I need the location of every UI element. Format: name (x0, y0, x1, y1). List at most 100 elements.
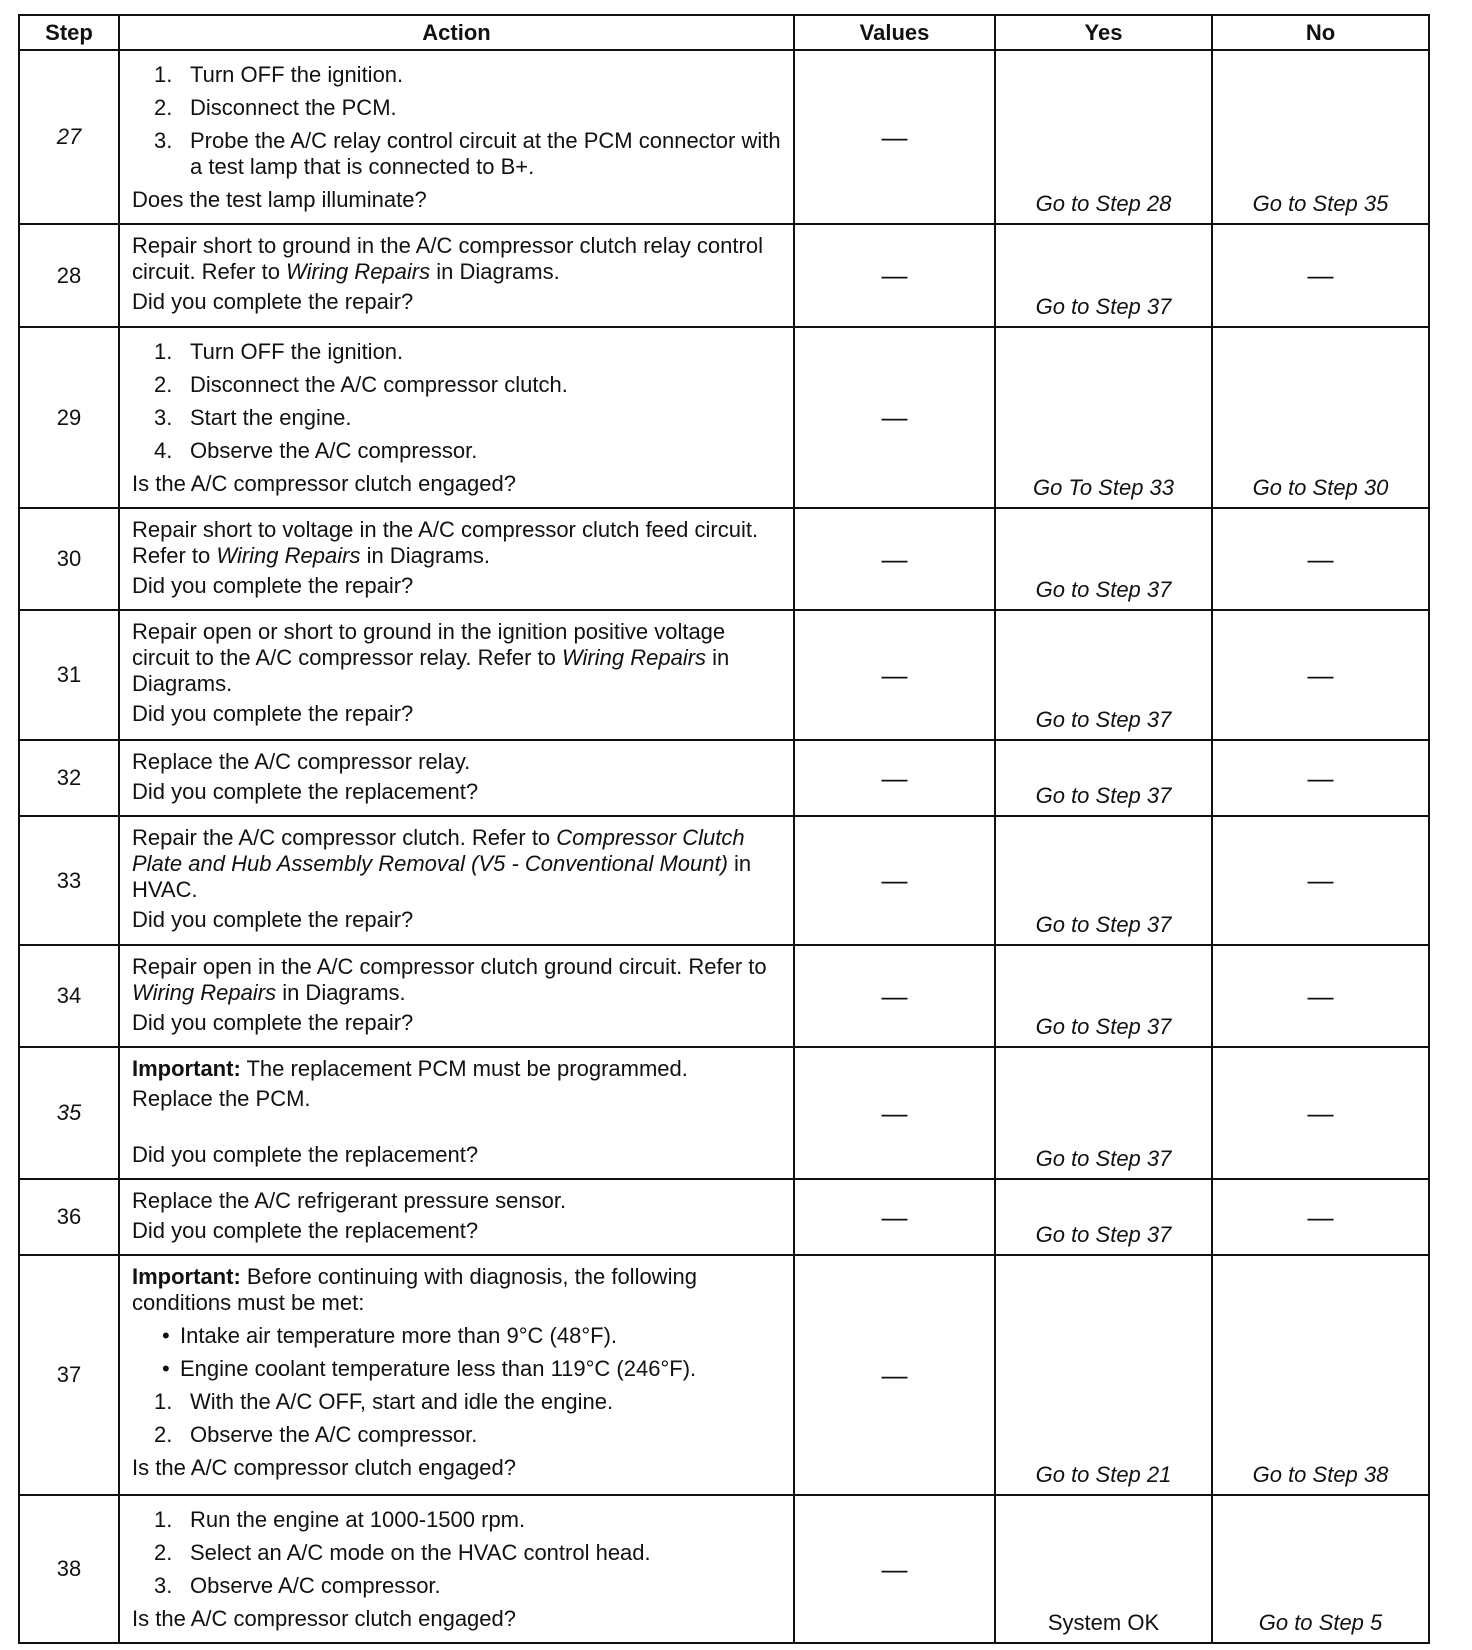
table-row: 34 Repair open in the A/C compressor clut… (18, 944, 1430, 1048)
text: Observe the A/C compressor. (190, 438, 478, 463)
text: Disconnect the PCM. (190, 95, 397, 120)
values-cell: — (793, 1494, 996, 1644)
numbered-item: 1. Run the engine at 1000-1500 rpm. (132, 1507, 783, 1533)
action-paragraph: Did you complete the repair? (132, 701, 783, 727)
text: Turn OFF the ignition. (190, 339, 404, 364)
text: in Diagrams. (430, 259, 560, 284)
yes-result: Go to Step 28 (994, 49, 1213, 225)
action-cell: Repair open in the A/C compressor clutch… (118, 944, 795, 1048)
text: in HVAC. (132, 851, 752, 902)
table-row: 32 Replace the A/C compressor relay. Did y… (18, 739, 1430, 817)
text: Is the A/C compressor clutch engaged? (132, 1606, 516, 1631)
text: Did you complete the repair? (132, 701, 414, 726)
yes-result: Go to Step 37 (994, 1046, 1213, 1180)
text: Engine coolant temperature less than 119… (180, 1356, 697, 1381)
step-number: 31 (18, 609, 120, 741)
values-cell: — (793, 1254, 996, 1496)
action-paragraph: Repair short to ground in the A/C compre… (132, 233, 783, 285)
action-paragraph: Important: The replacement PCM must be p… (132, 1056, 783, 1082)
item-number: 1. (154, 1389, 173, 1414)
text: Is the A/C compressor clutch engaged? (132, 1455, 516, 1480)
text: Replace the A/C refrigerant pressure sen… (132, 1188, 567, 1213)
reference-text: Wiring Repairs (561, 645, 707, 670)
action-cell: Repair short to ground in the A/C compre… (118, 223, 795, 328)
text: Repair short to voltage in the A/C compr… (132, 517, 759, 568)
numbered-item: 1. Turn OFF the ignition. (132, 339, 783, 365)
text: Intake air temperature more than 9°C (48… (180, 1323, 618, 1348)
yes-result: Go to Step 37 (994, 507, 1213, 611)
numbered-item: 3. Start the engine. (132, 405, 783, 431)
item-number: 4. (154, 438, 173, 463)
text: Did you complete the repair? (132, 907, 414, 932)
bullet-item: • Intake air temperature more than 9°C (4… (132, 1323, 783, 1349)
yes-result: Go to Step 37 (994, 609, 1213, 741)
numbered-item: 2. Observe the A/C compressor. (132, 1422, 783, 1448)
text: The replacement PCM must be programmed. (240, 1056, 688, 1081)
numbered-item: 1. With the A/C OFF, start and idle the e… (132, 1389, 783, 1415)
header-step: Step (18, 14, 120, 51)
no-result: — (1211, 507, 1430, 611)
yes-result: Go to Step 37 (994, 739, 1213, 817)
no-result: — (1211, 1178, 1430, 1256)
action-paragraph: Is the A/C compressor clutch engaged? (132, 471, 783, 497)
table-row: 35 Important: The replacement PCM must be… (18, 1046, 1430, 1180)
text: Did you complete the repair? (132, 1010, 414, 1035)
step-number: 28 (18, 223, 120, 328)
yes-result: Go to Step 37 (994, 1178, 1213, 1256)
action-paragraph: Did you complete the replacement? (132, 779, 783, 805)
table-row: 31 Repair open or short to ground in the … (18, 609, 1430, 741)
action-cell: Repair the A/C compressor clutch. Refer … (118, 815, 795, 946)
action-cell: Repair open or short to ground in the ig… (118, 609, 795, 741)
action-cell: Important: Before continuing with diagno… (118, 1254, 795, 1496)
numbered-item: 2. Disconnect the A/C compressor clutch. (132, 372, 783, 398)
no-result: — (1211, 1046, 1430, 1180)
text: Observe A/C compressor. (190, 1573, 441, 1598)
text: Observe the A/C compressor. (190, 1422, 478, 1447)
no-result: Go to Step 30 (1211, 326, 1430, 509)
action-cell: Repair short to voltage in the A/C compr… (118, 507, 795, 611)
item-number: 2. (154, 372, 173, 397)
text: Did you complete the repair? (132, 573, 414, 598)
table-row: 38 1. Run the engine at 1000-1500 rpm. 2. Se… (18, 1494, 1430, 1644)
header-values: Values (793, 14, 996, 51)
action-paragraph: Is the A/C compressor clutch engaged? (132, 1606, 783, 1632)
action-paragraph: Did you complete the repair? (132, 573, 783, 599)
no-result: — (1211, 739, 1430, 817)
item-number: 1. (154, 1507, 173, 1532)
table-row: 27 1. Turn OFF the ignition. 2. Disconnect t… (18, 49, 1430, 225)
table-row: 33 Repair the A/C compressor clutch. Refe… (18, 815, 1430, 946)
action-paragraph: Replace the A/C compressor relay. (132, 749, 783, 775)
text: With the A/C OFF, start and idle the eng… (190, 1389, 614, 1414)
action-paragraph: Repair open in the A/C compressor clutch… (132, 954, 783, 1006)
values-cell: — (793, 326, 996, 509)
item-number: 1. (154, 339, 173, 364)
text: Select an A/C mode on the HVAC control h… (190, 1540, 651, 1565)
text: in Diagrams. (276, 980, 406, 1005)
text: Repair short to ground in the A/C compre… (132, 233, 763, 284)
action-paragraph: Repair the A/C compressor clutch. Refer … (132, 825, 783, 903)
text: Did you complete the replacement? (132, 779, 479, 804)
values-cell: — (793, 944, 996, 1048)
step-number: 36 (18, 1178, 120, 1256)
no-result: — (1211, 944, 1430, 1048)
numbered-item: 1. Turn OFF the ignition. (132, 62, 783, 88)
step-number: 37 (18, 1254, 120, 1496)
action-paragraph: Is the A/C compressor clutch engaged? (132, 1455, 783, 1481)
item-number: 3. (154, 1573, 173, 1598)
header-no: No (1211, 14, 1430, 51)
item-number: 2. (154, 1422, 173, 1447)
step-number: 29 (18, 326, 120, 509)
values-cell: — (793, 507, 996, 611)
reference-text: Wiring Repairs (216, 543, 361, 568)
text: Does the test lamp illuminate? (132, 187, 427, 212)
action-paragraph: Does the test lamp illuminate? (132, 187, 783, 213)
text: in Diagrams. (132, 645, 730, 696)
bullet-item: • Engine coolant temperature less than 11… (132, 1356, 783, 1382)
bold-text: Important: (132, 1056, 241, 1081)
table-row: 30 Repair short to voltage in the A/C com… (18, 507, 1430, 611)
action-paragraph: Repair open or short to ground in the ig… (132, 619, 783, 697)
no-result: Go to Step 5 (1211, 1494, 1430, 1644)
values-cell: — (793, 609, 996, 741)
action-cell: 1. Run the engine at 1000-1500 rpm. 2. Sele… (118, 1494, 795, 1644)
numbered-item: 4. Observe the A/C compressor. (132, 438, 783, 464)
